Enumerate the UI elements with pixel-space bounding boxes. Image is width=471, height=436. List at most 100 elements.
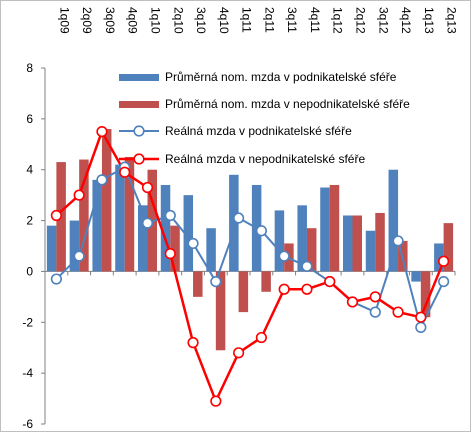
point [73, 250, 85, 262]
point [210, 276, 222, 288]
point [141, 217, 154, 229]
bar [297, 205, 307, 272]
point [187, 237, 199, 250]
point [164, 209, 176, 222]
bar [411, 271, 421, 282]
point [415, 321, 427, 333]
point [415, 311, 427, 323]
bar [420, 271, 431, 318]
y-tick-label: 8 [26, 61, 33, 75]
bar [434, 243, 444, 272]
x-tick-label: 1q11 [240, 7, 254, 33]
point [392, 306, 404, 318]
bar [101, 129, 112, 272]
point [278, 283, 290, 295]
y-tick-label: 6 [26, 112, 33, 126]
bar [206, 228, 216, 272]
x-tick-label: 3q11 [285, 7, 299, 33]
bar [69, 220, 80, 272]
point [255, 225, 267, 237]
point [438, 276, 450, 288]
y-tick-label: -6 [22, 417, 33, 431]
x-tick-label: 1q12 [331, 7, 345, 34]
x-tick-label: 2q12 [354, 7, 368, 34]
x-tick-label: 3q12 [376, 7, 390, 34]
point [50, 209, 62, 222]
bar [215, 271, 226, 351]
legend-label: Reálná mzda v nepodnikatelské sféře [165, 152, 365, 166]
y-tick-label: 4 [26, 163, 33, 177]
bar [138, 205, 148, 272]
bar [92, 179, 102, 272]
point [301, 260, 313, 272]
x-tick-label: 2q09 [80, 7, 94, 34]
point [96, 174, 108, 186]
x-tick-label: 3q10 [194, 7, 208, 34]
bar [193, 271, 203, 297]
bar [238, 271, 249, 313]
bar [183, 195, 194, 272]
y-tick-label: -4 [22, 366, 33, 380]
x-tick-label: 1q09 [57, 7, 71, 34]
y-tick-label: 2 [26, 214, 33, 228]
y-tick-label: -2 [22, 315, 33, 329]
point [119, 166, 131, 178]
point [210, 395, 222, 407]
bar [388, 169, 399, 272]
point [50, 273, 62, 285]
bar [261, 271, 271, 292]
point [255, 331, 267, 344]
point [96, 125, 108, 138]
legend: Průměrná nom. mzda v podnikatelské sféře… [119, 70, 410, 166]
point [278, 250, 290, 262]
x-tick-label: 2q10 [171, 7, 185, 34]
x-tick-label: 4q09 [126, 7, 140, 34]
legend-swatch [119, 74, 159, 81]
legend-swatch [119, 101, 159, 108]
legend-label: Průměrná nom. mzda v nepodnikatelské sfé… [165, 97, 410, 111]
x-tick-label: 2q13 [445, 7, 459, 34]
x-tick-label: 3q09 [103, 7, 117, 34]
bar [343, 215, 353, 272]
point [346, 296, 359, 308]
bar [124, 157, 135, 272]
bar [170, 225, 180, 272]
point [369, 306, 381, 318]
point [438, 255, 450, 267]
point [233, 212, 245, 224]
x-tick-label: 2q11 [262, 7, 276, 33]
lines [50, 125, 450, 407]
legend-label: Reálná mzda v podnikatelské sféře [165, 124, 352, 138]
bar [375, 212, 385, 272]
x-tick-label: 4q12 [399, 7, 413, 34]
point [301, 283, 313, 295]
x-tick-label: 4q10 [217, 7, 231, 34]
axes: -6 -4 -2 0 2 4 6 8 [22, 61, 456, 431]
point [233, 347, 245, 359]
x-tick-label: 4q11 [308, 7, 322, 33]
point [369, 291, 381, 303]
legend-marker [133, 153, 145, 165]
bar [115, 164, 125, 272]
legend-label: Průměrná nom. mzda v podnikatelské sféře [165, 70, 397, 84]
x-tick-label: 1q13 [422, 7, 436, 34]
x-tick-label: 1q10 [149, 7, 163, 34]
bar [443, 223, 454, 272]
point [73, 189, 85, 201]
y-tick-label: 0 [26, 264, 33, 278]
x-tick-labels: 1q09 2q09 3q09 4q09 1q10 2q10 3q10 4q10 1q11 2q11… [57, 7, 458, 34]
bar [329, 184, 340, 272]
point [324, 276, 336, 288]
legend-marker [133, 125, 145, 137]
point [141, 181, 154, 194]
point [164, 248, 176, 260]
bar [274, 210, 285, 272]
bar [229, 174, 239, 272]
bar [46, 225, 57, 272]
bar [320, 187, 330, 272]
bar [160, 184, 171, 272]
bar [352, 215, 362, 272]
bar [306, 228, 317, 272]
bar [79, 159, 89, 272]
